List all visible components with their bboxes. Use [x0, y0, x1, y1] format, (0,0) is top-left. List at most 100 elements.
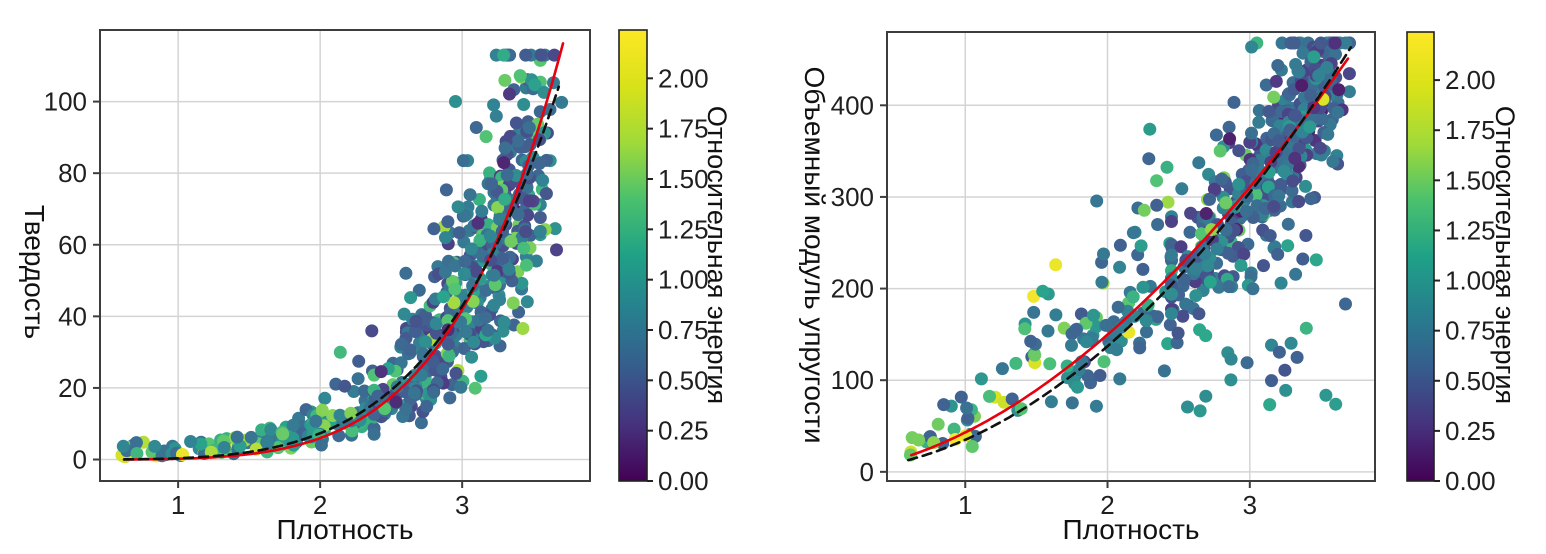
scatter-point — [1181, 400, 1194, 414]
dashed-fit-curve — [122, 85, 561, 461]
scatter-point — [1069, 323, 1083, 337]
scatter-point — [1099, 318, 1113, 332]
scatter-point — [511, 208, 525, 221]
scatter-point — [1009, 356, 1023, 370]
scatter-point — [318, 391, 332, 405]
scatter-point — [1223, 132, 1237, 146]
scatter-point — [1259, 78, 1273, 92]
scatter-point — [1087, 308, 1100, 322]
y-tick-label: 200 — [831, 274, 874, 304]
scatter-point — [1279, 383, 1293, 397]
scatter-point — [1292, 195, 1306, 209]
left-yaxis-label: Твердость — [19, 204, 50, 340]
scatter-point — [487, 98, 501, 112]
scatter-point — [1281, 239, 1295, 253]
scatter-point — [374, 365, 388, 379]
scatter-point — [389, 395, 403, 409]
scatter-point — [912, 433, 926, 447]
scatter-point — [365, 324, 379, 338]
scatter-point — [1192, 156, 1206, 170]
scatter-point — [1246, 282, 1260, 296]
scatter-point — [397, 307, 411, 321]
scatter-point — [1237, 247, 1251, 261]
scatter-point — [458, 254, 472, 268]
scatter-point — [1288, 109, 1302, 123]
scatter-point — [497, 48, 511, 62]
scatter-point — [1193, 323, 1207, 337]
scatter-point — [1286, 174, 1300, 188]
scatter-point — [457, 267, 471, 281]
scatter-point — [1245, 40, 1259, 54]
scatter-point — [1113, 238, 1127, 252]
scatter-point — [465, 350, 479, 364]
scatter-point — [1133, 341, 1147, 355]
scatter-point — [487, 268, 501, 282]
scatter-point — [1272, 345, 1286, 359]
scatter-point — [517, 98, 531, 111]
scatter-point — [931, 417, 945, 431]
scatter-point — [1140, 325, 1153, 339]
scatter-point — [1157, 364, 1171, 378]
colorbar-tick-label: 1.25 — [1445, 215, 1496, 245]
scatter-point — [1176, 309, 1190, 323]
scatter-point — [1224, 373, 1238, 387]
scatter-point — [1126, 226, 1140, 240]
scatter-point — [414, 416, 428, 430]
scatter-point — [1240, 356, 1254, 370]
y-tick-label: 20 — [58, 373, 87, 403]
colorbar-tick-label: 1.75 — [1445, 115, 1496, 145]
scatter-point — [344, 406, 358, 420]
scatter-point — [493, 293, 507, 307]
scatter-point — [1165, 248, 1178, 262]
scatter-point — [1189, 262, 1203, 276]
scatter-point — [995, 362, 1009, 376]
scatter-point — [1113, 372, 1127, 386]
scatter-point — [441, 337, 455, 351]
scatter-point — [555, 95, 569, 109]
scatter-point — [1090, 194, 1104, 208]
scatter-point — [498, 73, 512, 87]
scatter-point — [1295, 79, 1309, 92]
right-yaxis-label: Объемный модуль упругости — [799, 66, 830, 444]
colorbar-tick-label: 2.00 — [658, 63, 709, 93]
colorbar: 0.00 0.25 0.50 0.75 1.00 1.25 1.50 1.75 2.00 — [618, 29, 709, 496]
scatter-point — [937, 398, 951, 412]
scatter-point — [1219, 196, 1233, 210]
scatter-point — [184, 435, 198, 448]
scatter-point — [1134, 239, 1148, 253]
y-tick-label: 400 — [831, 90, 874, 120]
scatter-point — [1329, 397, 1343, 411]
scatter-point — [427, 222, 441, 236]
colorbar-tick-label: 0.25 — [658, 416, 709, 446]
scatter-point — [1041, 324, 1055, 338]
scatter-point — [1005, 392, 1019, 406]
scatter-point — [521, 208, 535, 222]
right-xaxis-label: Плотность — [1062, 514, 1200, 545]
scatter-point — [498, 192, 512, 206]
scatter-point — [1309, 253, 1323, 267]
scatter-point — [357, 384, 371, 398]
scatter-point — [437, 290, 450, 304]
scatter-point — [516, 322, 530, 335]
colorbar-tick-label: 1.50 — [658, 164, 709, 194]
scatter-point — [479, 311, 493, 325]
scatter-point — [315, 403, 329, 417]
colorbar-bar — [618, 29, 648, 482]
dashed-fit-curve — [907, 46, 1353, 462]
scatter-point — [264, 423, 278, 436]
scatter-point — [130, 447, 144, 460]
scatter-point — [947, 422, 961, 436]
scatter-point — [1161, 337, 1175, 351]
scatter-point — [539, 187, 553, 201]
scatter-point — [533, 211, 547, 224]
scatter-point — [1192, 307, 1206, 321]
scatter-point — [1179, 297, 1193, 311]
scatter-point — [520, 258, 533, 272]
scatter-point — [419, 335, 433, 349]
scatter-point — [515, 276, 529, 290]
scatter-point — [1161, 195, 1175, 209]
scatter-point — [333, 345, 347, 359]
scatter-point — [533, 224, 547, 238]
scatter-point — [1290, 350, 1304, 364]
scatter-point — [1304, 192, 1318, 206]
